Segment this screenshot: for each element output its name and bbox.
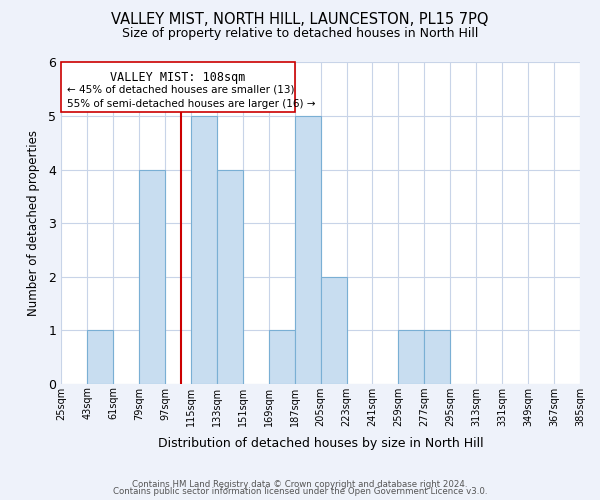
Bar <box>87 330 113 384</box>
Bar <box>424 330 450 384</box>
Text: Contains public sector information licensed under the Open Government Licence v3: Contains public sector information licen… <box>113 487 487 496</box>
X-axis label: Distribution of detached houses by size in North Hill: Distribution of detached houses by size … <box>158 437 484 450</box>
Bar <box>320 276 347 384</box>
Bar <box>191 116 217 384</box>
Bar <box>295 116 320 384</box>
Bar <box>217 170 243 384</box>
Text: Size of property relative to detached houses in North Hill: Size of property relative to detached ho… <box>122 28 478 40</box>
Text: ← 45% of detached houses are smaller (13): ← 45% of detached houses are smaller (13… <box>67 85 295 95</box>
Y-axis label: Number of detached properties: Number of detached properties <box>27 130 40 316</box>
Text: Contains HM Land Registry data © Crown copyright and database right 2024.: Contains HM Land Registry data © Crown c… <box>132 480 468 489</box>
Bar <box>139 170 165 384</box>
FancyBboxPatch shape <box>61 62 295 112</box>
Text: VALLEY MIST: 108sqm: VALLEY MIST: 108sqm <box>110 71 245 84</box>
Bar <box>398 330 424 384</box>
Text: 55% of semi-detached houses are larger (16) →: 55% of semi-detached houses are larger (… <box>67 99 316 109</box>
Bar <box>269 330 295 384</box>
Text: VALLEY MIST, NORTH HILL, LAUNCESTON, PL15 7PQ: VALLEY MIST, NORTH HILL, LAUNCESTON, PL1… <box>111 12 489 28</box>
